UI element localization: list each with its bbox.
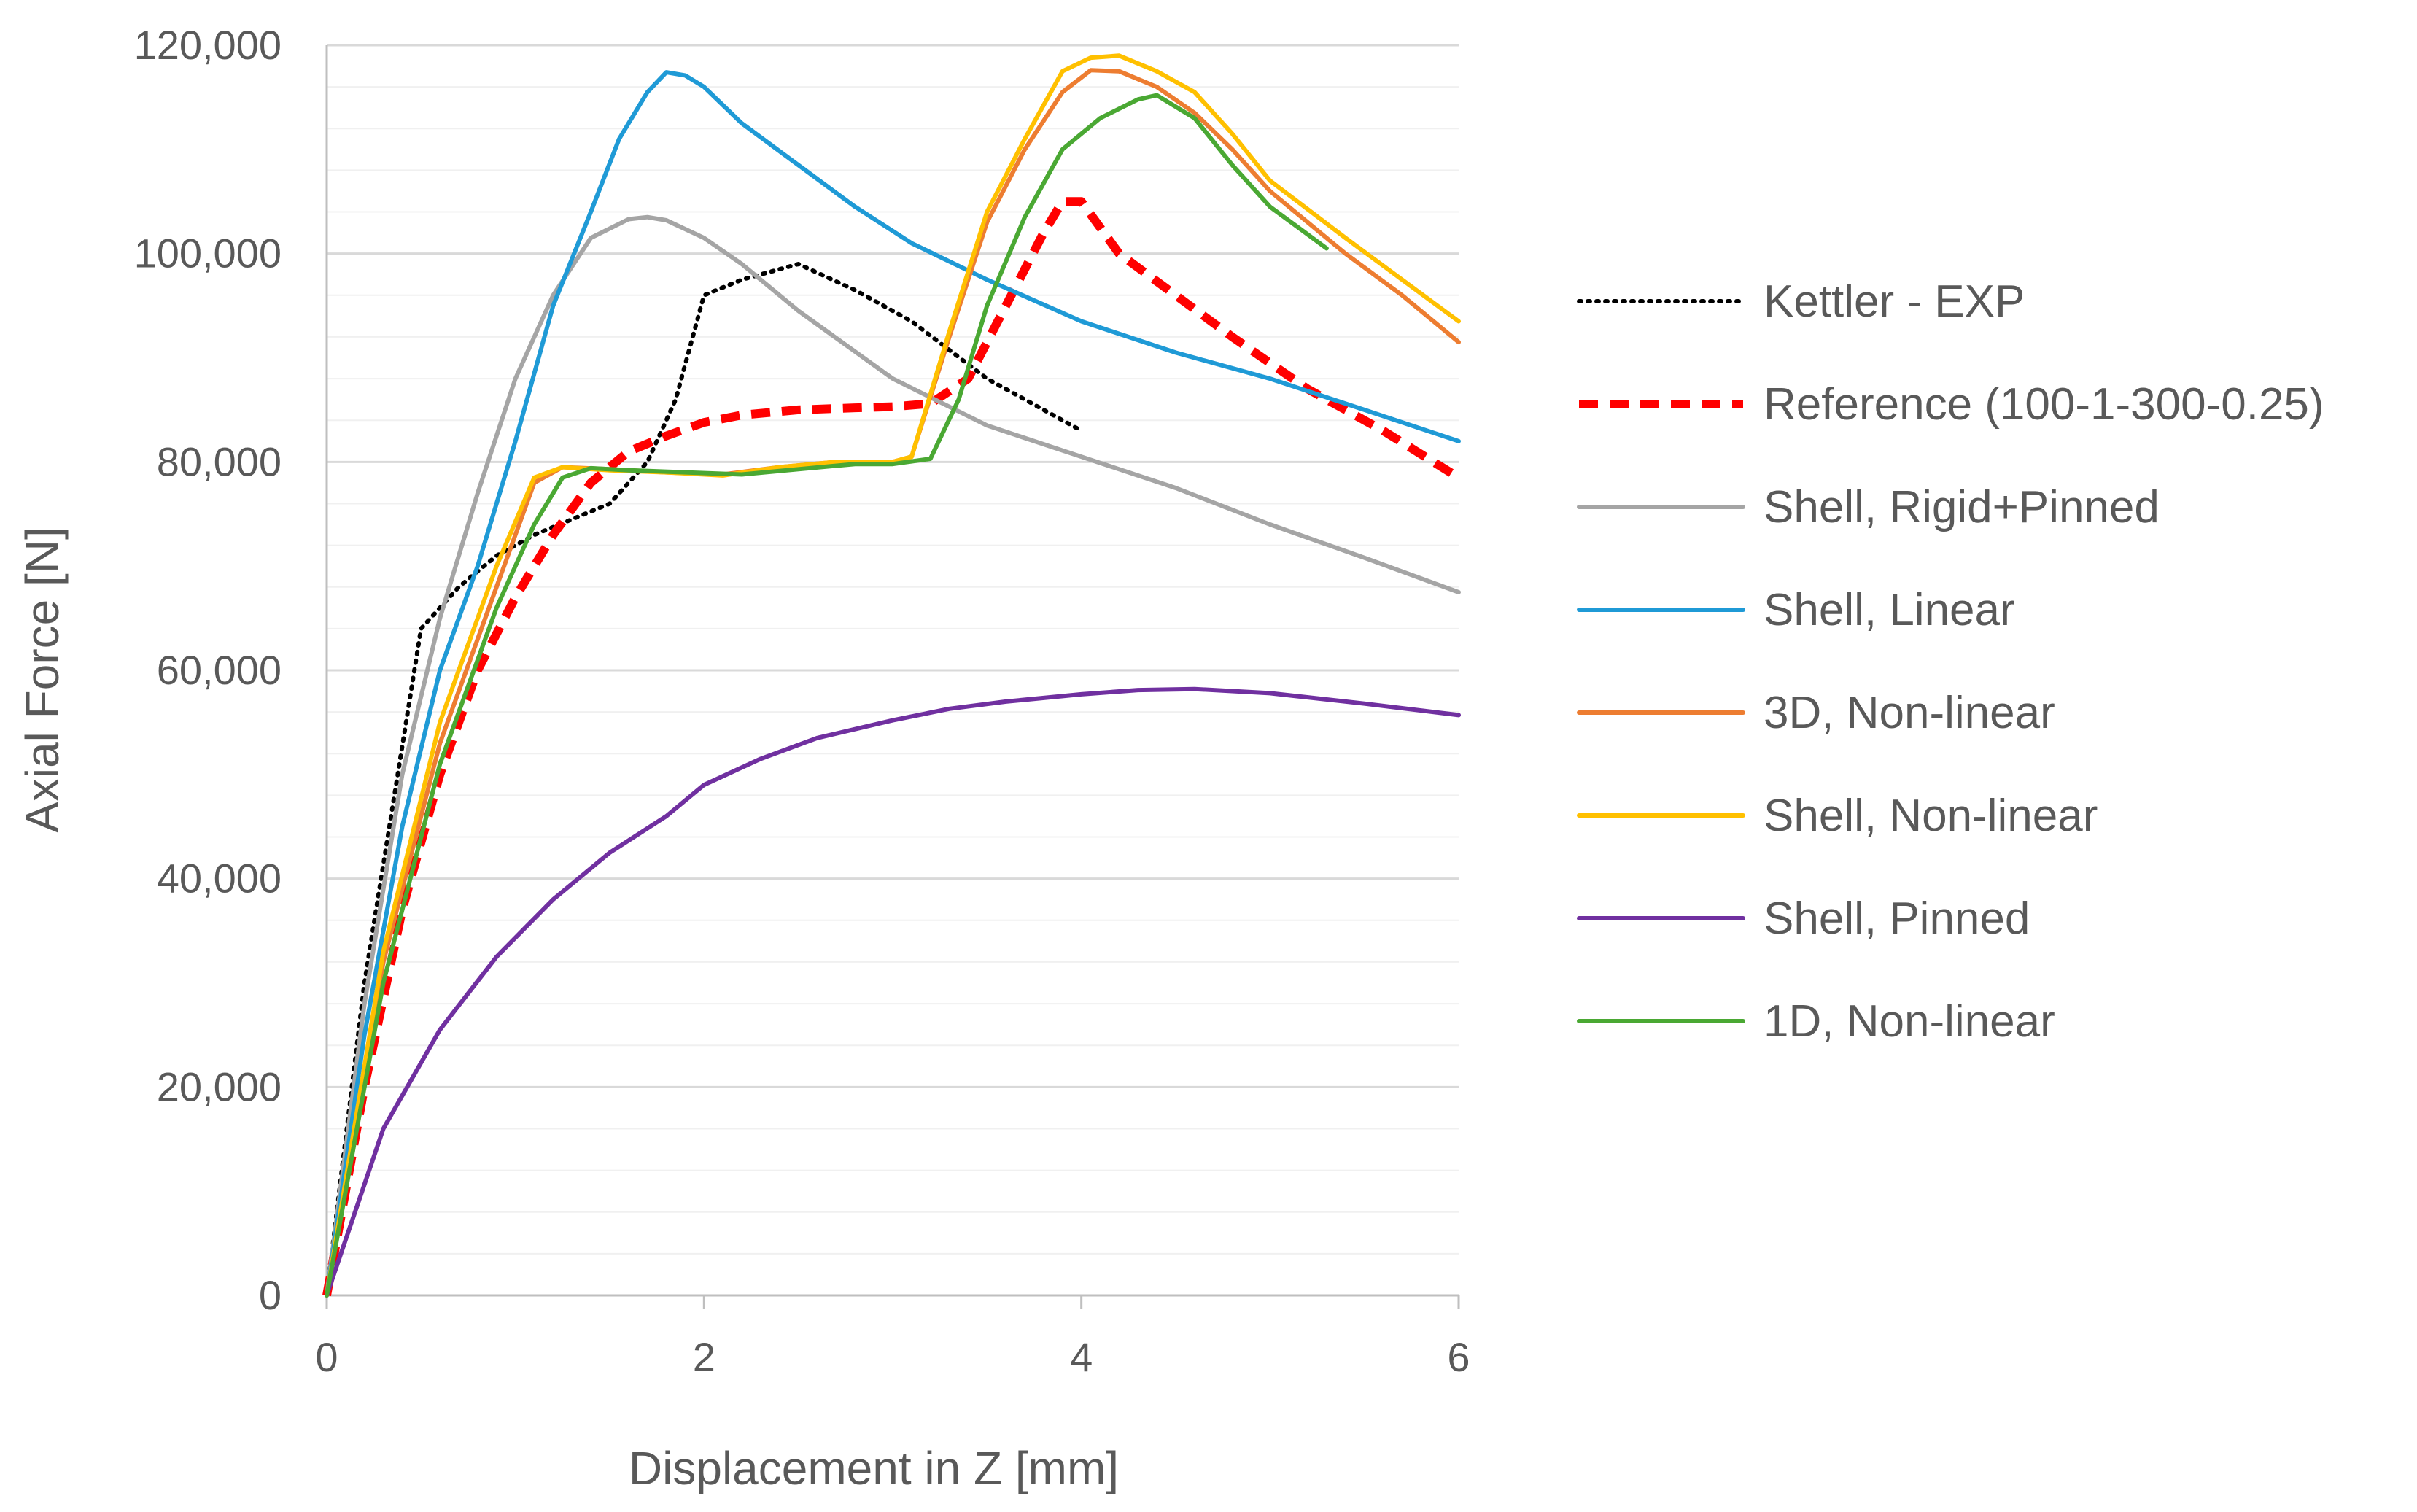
legend: Kettler - EXP Reference (100-1-300-0.25) S… <box>1577 276 2324 1047</box>
legend-label: 3D, Non-linear <box>1764 688 2055 738</box>
legend-item: Shell, Pinned <box>1577 893 2030 944</box>
y-tick-label: 20,000 <box>157 1063 282 1109</box>
legend-item: 1D, Non-linear <box>1577 996 2055 1047</box>
y-tick-label: 120,000 <box>134 22 282 68</box>
legend-item: Shell, Linear <box>1577 585 2015 635</box>
x-tick-label: 2 <box>693 1334 715 1380</box>
legend-item: Reference (100-1-300-0.25) <box>1579 379 2324 430</box>
y-axis-title: Axial Force [N] <box>16 527 69 833</box>
series-line-0 <box>325 262 1084 1298</box>
legend-label: Shell, Non-linear <box>1764 791 2098 841</box>
series-layer <box>322 53 1462 1298</box>
series-line-2 <box>325 214 1461 1298</box>
series-line-6 <box>325 686 1461 1298</box>
legend-label: Shell, Rigid+Pinned <box>1764 482 2160 532</box>
legend-label: Kettler - EXP <box>1764 276 2025 327</box>
legend-item: Shell, Rigid+Pinned <box>1577 482 2160 532</box>
y-tick-label: 100,000 <box>134 230 282 276</box>
legend-item: Kettler - EXP <box>1577 276 2025 327</box>
y-tick-label: 0 <box>259 1272 282 1318</box>
x-axis-title: Displacement in Z [mm] <box>629 1442 1119 1494</box>
series-line-3 <box>325 70 1461 1298</box>
series-line-5 <box>325 53 1461 1298</box>
legend-label: 1D, Non-linear <box>1764 996 2055 1047</box>
legend-item: Shell, Non-linear <box>1577 791 2098 841</box>
y-tick-label: 40,000 <box>157 856 282 902</box>
x-tick-label: 6 <box>1447 1334 1470 1380</box>
legend-item: 3D, Non-linear <box>1577 688 2055 738</box>
y-tick-label: 60,000 <box>157 647 282 693</box>
tick-labels: 0 20,000 40,000 60,000 80,000 100,000 120,000 0… <box>134 22 1470 1380</box>
series-line-7 <box>325 93 1329 1298</box>
series-line-1 <box>322 197 1462 1297</box>
legend-label: Shell, Linear <box>1764 585 2015 635</box>
x-tick-label: 0 <box>315 1334 338 1380</box>
x-tick-label: 4 <box>1070 1334 1093 1380</box>
y-tick-label: 80,000 <box>157 438 282 484</box>
legend-label: Reference (100-1-300-0.25) <box>1764 379 2324 430</box>
legend-label: Shell, Pinned <box>1764 893 2030 944</box>
